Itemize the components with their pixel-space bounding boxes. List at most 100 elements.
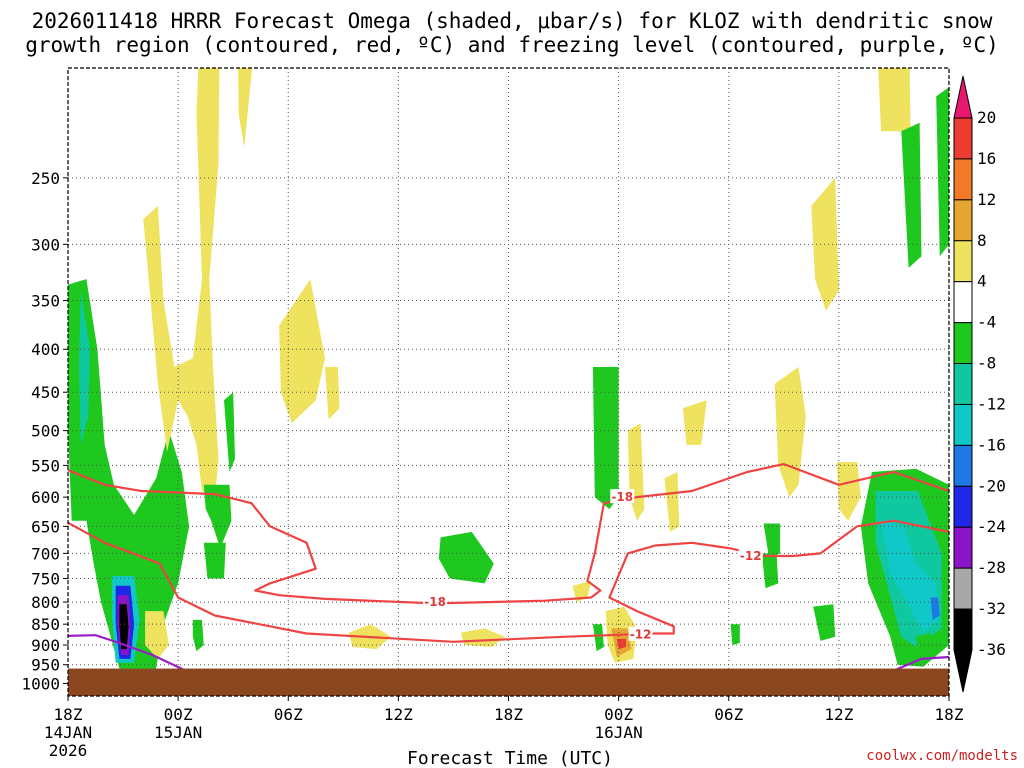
credit-text: coolwx.com/modelts [866, 748, 1018, 764]
omega-region-green-small-c [203, 542, 226, 579]
y-tick-label-850: 850 [31, 615, 60, 634]
omega-region-green-small-a [192, 619, 204, 652]
contour-label-dgz-warm-edge-0: -12 [740, 549, 762, 563]
x-axis-label: Forecast Time (UTC) [407, 748, 613, 768]
colorbar-label-7: -12 [977, 394, 1006, 413]
contour-label-bg-dgz-cold-edge-0 [423, 594, 448, 609]
y-tick-label-400: 400 [31, 340, 60, 359]
colorbar-segment-0 [953, 117, 973, 160]
omega-region-yellow-column-a [143, 68, 220, 498]
contour-label-bg-dgz-warm-edge-0 [738, 547, 763, 562]
colorbar-label-2: 12 [977, 190, 996, 209]
y-tick-label-300: 300 [31, 235, 60, 254]
colorbar-segment-10 [953, 526, 973, 569]
colorbar-segment-5 [953, 322, 973, 365]
y-axis: 250 300 350 400 450 500 550 600 650 700 750 800 850 9… [21, 169, 68, 693]
omega-region-green-right-top [901, 122, 922, 268]
contour-dgz-cold-edge [68, 463, 949, 605]
y-tick-label-1000: 1000 [21, 674, 60, 693]
omega-region-green-col-e [592, 367, 619, 510]
colorbar-label-6: -8 [977, 354, 996, 373]
colorbar-label-5: -4 [977, 313, 996, 332]
contour-label-bg-dgz-warm-edge-1 [628, 626, 653, 641]
colorbar-label-0: 20 [977, 108, 996, 127]
omega-region-yellow-right-low [837, 462, 861, 521]
colorbar-segment-7 [953, 403, 973, 446]
omega-region-yellow-mid-right [811, 177, 839, 311]
ground-surface [68, 668, 949, 696]
plot-area: -12 -12 -18 -18 [67, 67, 950, 697]
y-tick-label-950: 950 [31, 656, 60, 675]
colorbar-segment-8 [953, 444, 973, 487]
colorbar-segment-1 [953, 158, 973, 201]
omega-region-green-small-d [224, 392, 235, 472]
omega-region-green-right-mid [761, 553, 779, 589]
x-tick-label-48-0: 18Z [935, 705, 964, 724]
x-tick-label-6-0: 00Z [164, 705, 193, 724]
omega-shading [68, 68, 949, 669]
colorbar-segment-6 [953, 363, 973, 405]
colorbar-label-1: 16 [977, 149, 996, 168]
omega-region-green-mini-b [763, 523, 781, 559]
x-tick-label-6-1: 15JAN [154, 723, 202, 742]
x-tick-label-42-0: 12Z [824, 705, 853, 724]
y-tick-label-600: 600 [31, 488, 60, 507]
x-tick-label-0-1: 14JAN [44, 723, 92, 742]
colorbar-segment-4 [953, 281, 973, 324]
chart-title-line2: growth region (contoured, red, ºC) and f… [25, 33, 999, 57]
colorbar-segment-11 [953, 567, 973, 610]
colorbar-segment-3 [953, 240, 973, 283]
omega-region-cyan-right [881, 520, 938, 633]
colorbar-top-arrow [953, 75, 973, 119]
omega-region-green-small-b [203, 484, 232, 549]
y-tick-label-650: 650 [31, 517, 60, 536]
omega-region-teal-left [79, 290, 90, 445]
contour-label-dgz-cold-edge-1: -18 [611, 490, 633, 504]
contour-label-bg-dgz-cold-edge-1 [610, 489, 635, 504]
contour-label-dgz-warm-edge-1: -12 [630, 628, 652, 642]
omega-region-red-low-cell [616, 638, 626, 650]
omega-region-yellow-col-h [682, 400, 707, 445]
x-tick-label-0-2: 2026 [49, 741, 88, 760]
x-tick-label-24-0: 18Z [494, 705, 523, 724]
contour-freezing-level-right [893, 655, 949, 672]
y-tick-label-800: 800 [31, 593, 60, 612]
colorbar-segment-12 [953, 608, 973, 651]
x-tick-label-30-1: 16JAN [595, 723, 643, 742]
colorbar-label-12: -32 [977, 599, 1006, 618]
y-tick-label-350: 350 [31, 292, 60, 311]
colorbar-label-11: -28 [977, 558, 1006, 577]
temperature-contours: -12 -12 -18 -18 [68, 463, 949, 672]
y-tick-label-250: 250 [31, 169, 60, 188]
omega-region-yellow-col-g [664, 472, 680, 532]
omega-region-green-band-left [68, 279, 190, 669]
omega-region-yellow-low-b [460, 628, 505, 647]
omega-region-black-core-left [119, 604, 129, 650]
omega-region-yellow-mid-b [325, 367, 340, 420]
y-tick-label-550: 550 [31, 456, 60, 475]
colorbar: 20 16 12 8 4 -4 -8 -12 -16 -20 -24 -28 -32 -36 [953, 75, 1006, 693]
colorbar-segment-2 [953, 199, 973, 242]
omega-region-green-right-low [813, 604, 836, 641]
omega-region-yellow-mid-right-2 [878, 68, 911, 132]
colorbar-label-3: 8 [977, 231, 987, 250]
x-tick-label-12-0: 06Z [274, 705, 303, 724]
colorbar-bottom-arrow [953, 649, 973, 693]
contour-label-dgz-cold-edge-0: -18 [424, 595, 446, 609]
omega-region-blue-right [930, 597, 940, 620]
plot-frame [67, 67, 950, 697]
colorbar-label-4: 4 [977, 272, 987, 291]
chart-title-line1: 2026011418 HRRR Forecast Omega (shaded, … [32, 9, 993, 33]
omega-region-yellow-column-b [238, 68, 253, 148]
contour-freezing-level-left [68, 634, 186, 672]
x-tick-label-30-0: 00Z [604, 705, 633, 724]
colorbar-label-10: -24 [977, 517, 1006, 536]
colorbar-segment-9 [953, 485, 973, 528]
colorbar-label-9: -20 [977, 476, 1006, 495]
x-tick-label-18-0: 12Z [384, 705, 413, 724]
y-tick-label-750: 750 [31, 570, 60, 589]
y-tick-label-700: 700 [31, 544, 60, 563]
y-tick-label-500: 500 [31, 422, 60, 441]
